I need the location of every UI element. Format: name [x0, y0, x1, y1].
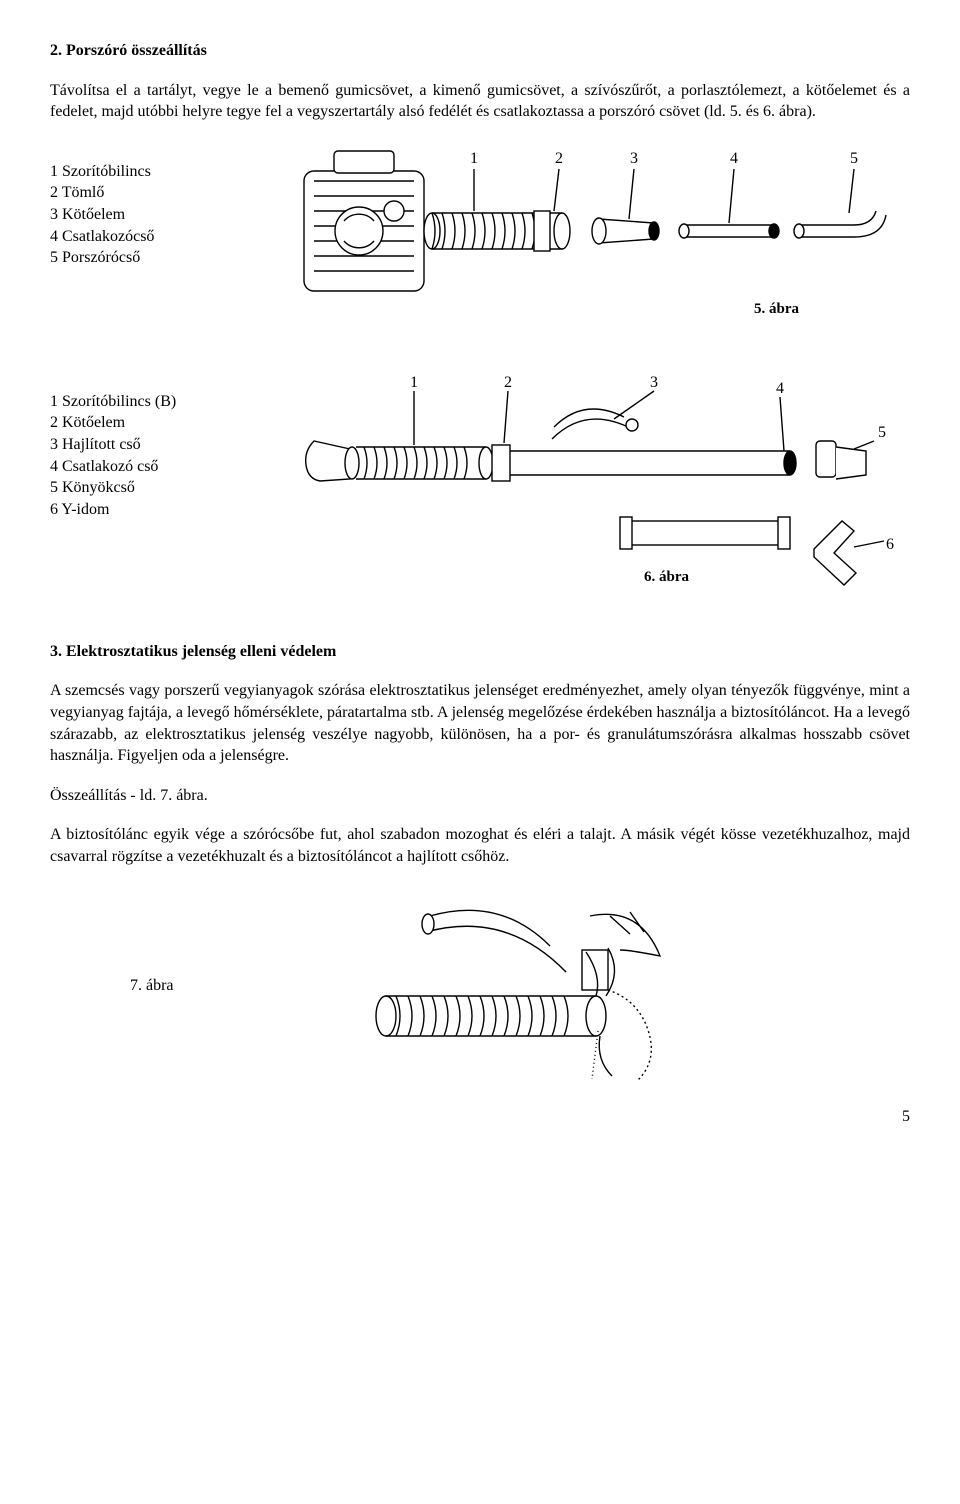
list-item: 4 Csatlakozó cső — [50, 456, 270, 478]
callout-number: 2 — [504, 374, 512, 391]
figure-5-svg: 1 2 3 4 5 5. ábra — [294, 141, 894, 331]
section-3-para3: A biztosítólánc egyik vége a szórócsőbe … — [50, 824, 910, 867]
list-item: 3 Kötőelem — [50, 204, 270, 226]
parts-list-6: 1 Szorítóbilincs (B) 2 Kötőelem 3 Hajlít… — [50, 371, 270, 521]
section-3-para2: Összeállítás - ld. 7. ábra. — [50, 785, 910, 807]
section-3-para1: A szemcsés vagy porszerű vegyianyagok sz… — [50, 680, 910, 766]
list-item: 3 Hajlított cső — [50, 434, 270, 456]
list-item: 2 Tömlő — [50, 182, 270, 204]
section-2-title: 2. Porszóró összeállítás — [50, 40, 910, 62]
page-number: 5 — [50, 1106, 910, 1128]
callout-number: 3 — [650, 374, 658, 391]
list-item: 5 Porszórócső — [50, 247, 270, 269]
list-item: 1 Szorítóbilincs — [50, 161, 270, 183]
list-item: 4 Csatlakozócső — [50, 226, 270, 248]
callout-number: 3 — [630, 150, 638, 167]
list-item: 6 Y-idom — [50, 499, 270, 521]
figure-5-caption: 5. ábra — [754, 301, 800, 317]
figure-6-svg: 1 2 3 4 5 6 6. ábra — [294, 371, 894, 601]
section-3-title: 3. Elektrosztatikus jelenség elleni véde… — [50, 641, 910, 663]
figure-7-svg — [290, 886, 790, 1086]
figure-7 — [290, 886, 910, 1086]
list-item: 1 Szorítóbilincs (B) — [50, 391, 270, 413]
list-item: 5 Könyökcső — [50, 477, 270, 499]
callout-number: 1 — [410, 374, 418, 391]
callout-number: 5 — [850, 150, 858, 167]
section-2-para: Távolítsa el a tartályt, vegye le a beme… — [50, 80, 910, 123]
callout-number: 1 — [470, 150, 478, 167]
parts-list-5: 1 Szorítóbilincs 2 Tömlő 3 Kötőelem 4 Cs… — [50, 141, 270, 269]
callout-number: 5 — [878, 424, 886, 441]
figure-5: 1 2 3 4 5 5. ábra — [294, 141, 910, 331]
figure-7-row: 7. ábra — [50, 886, 910, 1086]
list-item: 2 Kötőelem — [50, 412, 270, 434]
callout-number: 4 — [730, 150, 738, 167]
callout-number: 6 — [886, 536, 894, 553]
figure-6-caption: 6. ábra — [644, 569, 690, 585]
figure-7-caption: 7. ábra — [50, 975, 290, 997]
figure-6: 1 2 3 4 5 6 6. ábra — [294, 371, 910, 601]
figure-5-row: 1 Szorítóbilincs 2 Tömlő 3 Kötőelem 4 Cs… — [50, 141, 910, 331]
callout-number: 2 — [555, 150, 563, 167]
callout-number: 4 — [776, 380, 784, 397]
figure-6-row: 1 Szorítóbilincs (B) 2 Kötőelem 3 Hajlít… — [50, 371, 910, 601]
